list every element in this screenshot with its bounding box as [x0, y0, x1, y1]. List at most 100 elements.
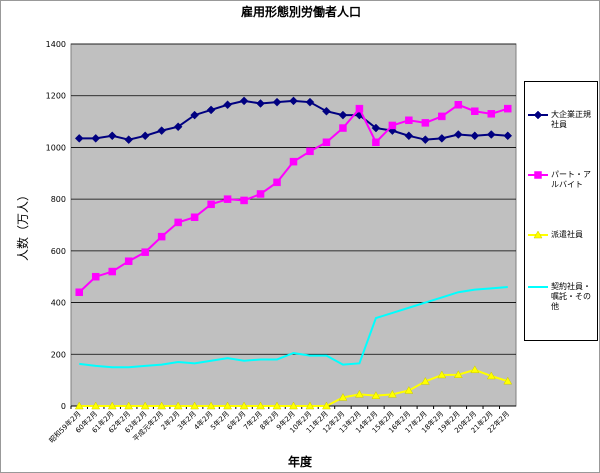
data-point — [107, 401, 117, 410]
data-point — [371, 123, 381, 133]
legend-label: 契約社員・嘱託・その他 — [551, 282, 591, 311]
series-line — [79, 286, 508, 369]
data-point — [141, 248, 149, 256]
legend-label: パート・アルバイト — [551, 170, 591, 189]
data-point — [91, 272, 100, 281]
data-point — [470, 131, 480, 141]
data-point — [405, 116, 413, 125]
data-point — [289, 401, 298, 410]
data-point — [404, 385, 414, 394]
data-point — [74, 134, 84, 143]
data-point — [306, 147, 314, 156]
data-point — [338, 110, 348, 120]
data-point — [190, 401, 200, 410]
legend-swatch — [528, 230, 548, 239]
data-point — [289, 96, 298, 106]
data-point — [256, 401, 265, 410]
data-point — [140, 401, 150, 410]
x-axis-label: 年度 — [288, 454, 313, 469]
data-point — [190, 110, 199, 120]
data-point — [124, 401, 134, 410]
data-point — [437, 134, 447, 143]
data-point — [75, 288, 83, 296]
legend-swatch — [528, 110, 548, 120]
legend: 大企業正規社員 パート・アルバイト派遣社員契約社員・嘱託・その他 — [524, 81, 598, 341]
data-point — [503, 131, 513, 141]
data-point — [437, 370, 447, 379]
data-point — [272, 401, 282, 410]
data-point — [190, 213, 199, 221]
y-tick-label: 600 — [51, 247, 66, 256]
data-point — [453, 130, 463, 139]
data-point — [438, 112, 446, 121]
data-point — [207, 200, 215, 209]
data-point — [107, 131, 117, 141]
data-point — [503, 376, 513, 385]
data-point — [371, 391, 381, 399]
y-tick-label: 800 — [51, 195, 66, 204]
data-point — [504, 104, 512, 113]
data-point — [387, 389, 397, 398]
data-point — [124, 135, 134, 145]
data-point — [91, 401, 101, 410]
y-tick-label: 0 — [61, 402, 66, 411]
data-point — [421, 119, 430, 127]
data-point — [322, 138, 331, 147]
data-point — [305, 97, 315, 107]
data-point — [124, 257, 133, 265]
legend-swatch — [528, 286, 548, 288]
data-point — [74, 401, 84, 410]
y-tick-label: 1200 — [46, 92, 66, 101]
data-point — [322, 106, 331, 116]
data-point — [273, 178, 281, 187]
data-point — [487, 110, 496, 118]
legend-label: 派遣社員 — [551, 230, 583, 239]
data-point — [240, 196, 248, 205]
data-point — [338, 392, 348, 401]
data-point — [157, 401, 167, 410]
data-point — [339, 124, 347, 132]
y-tick-label: 400 — [51, 299, 66, 308]
data-point — [173, 122, 183, 132]
data-point — [239, 96, 249, 106]
data-point — [157, 126, 167, 135]
data-point — [223, 100, 232, 110]
y-axis-label: 人数（万人） — [15, 189, 30, 261]
data-point — [453, 370, 463, 378]
y-tick-label: 200 — [51, 350, 66, 359]
data-point — [206, 401, 216, 410]
legend-swatch — [528, 171, 548, 179]
data-point — [157, 232, 166, 241]
legend-label: 大企業正規社員 — [551, 110, 591, 129]
data-point — [471, 107, 479, 115]
y-tick-label: 1400 — [46, 40, 66, 49]
data-point — [174, 218, 182, 227]
data-point — [420, 376, 430, 385]
data-point — [388, 121, 397, 130]
data-point — [223, 195, 232, 203]
data-point — [173, 401, 183, 410]
data-point — [272, 97, 282, 107]
data-point — [486, 130, 496, 139]
data-point — [289, 157, 298, 166]
legend-marker — [533, 110, 543, 120]
data-point — [355, 104, 364, 113]
data-point — [486, 371, 496, 380]
data-point — [354, 389, 364, 398]
data-point — [404, 131, 414, 141]
legend-marker — [534, 171, 542, 179]
y-tick-label: 1000 — [46, 143, 66, 152]
data-point — [454, 101, 463, 109]
data-point — [239, 401, 249, 410]
data-point — [223, 401, 233, 410]
data-point — [470, 365, 480, 374]
data-point — [256, 99, 265, 108]
data-point — [91, 134, 101, 143]
data-point — [256, 190, 265, 198]
data-point — [322, 401, 331, 410]
data-point — [305, 401, 315, 410]
data-point — [140, 131, 150, 141]
data-point — [420, 135, 430, 145]
